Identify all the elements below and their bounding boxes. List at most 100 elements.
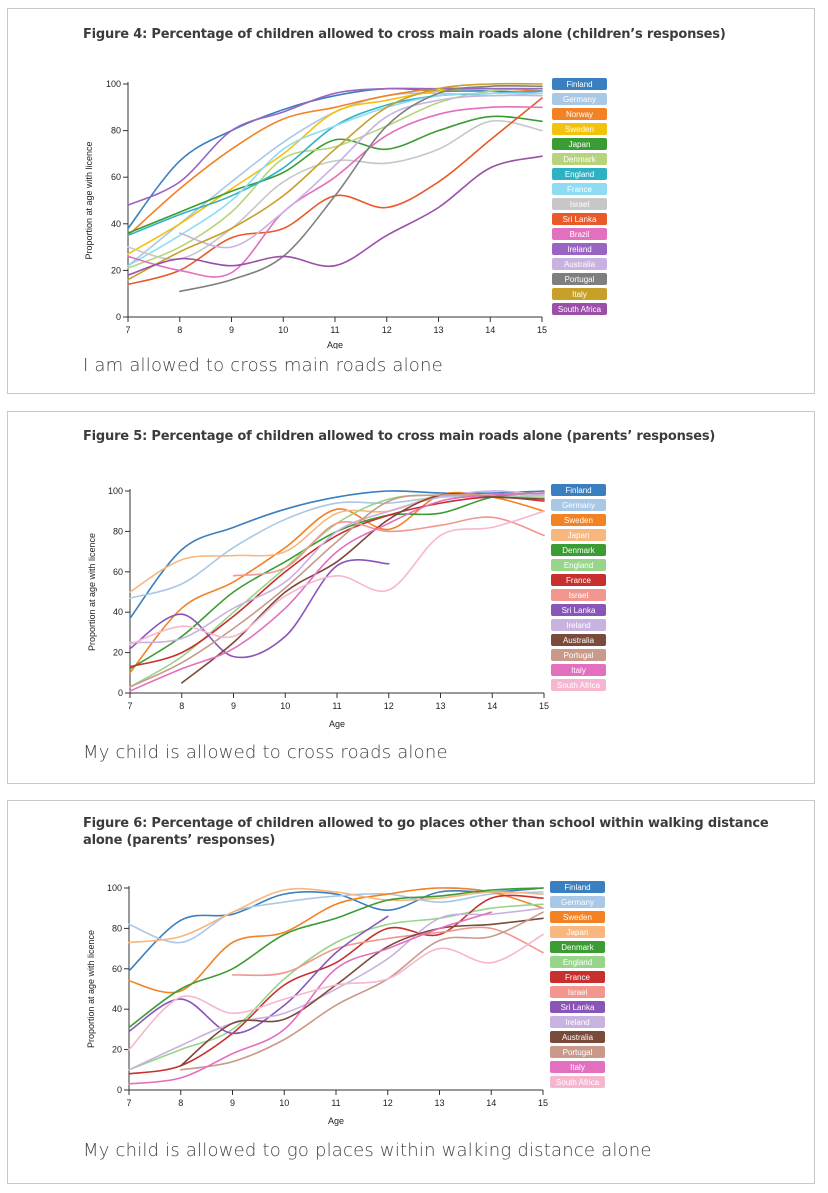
legend-item: England (552, 168, 607, 180)
legend-item: Italy (552, 288, 607, 300)
legend-item: Israel (551, 589, 606, 601)
legend-swatch (550, 1001, 605, 1013)
figure-title: Figure 4: Percentage of children allowed… (83, 27, 726, 42)
series-line-japan (128, 887, 544, 944)
series-line-south-africa (127, 155, 543, 276)
legend-swatch (550, 986, 605, 998)
y-tick-label: 100 (107, 883, 122, 893)
legend-swatch (551, 649, 606, 661)
legend-swatch (550, 1076, 605, 1088)
x-tick-label: 15 (539, 701, 549, 711)
legend-label: England (563, 958, 592, 967)
x-tick-label: 14 (485, 325, 495, 335)
legend-label: Sweden (564, 516, 593, 525)
y-tick-label: 80 (111, 126, 121, 136)
x-tick-label: 11 (330, 325, 339, 335)
series-line-south-africa (128, 933, 544, 1051)
x-tick-label: 8 (177, 325, 182, 335)
legend-label: South Africa (558, 305, 602, 314)
figure-4-chart: 0 20 40 60 80 100 7 8 9 10 11 12 13 14 15 Age Proportion… (84, 78, 607, 349)
legend-label: Sri Lanka (562, 606, 596, 615)
legend-item: South Africa (551, 679, 606, 691)
series-line-israel (127, 119, 543, 261)
y-axis-label: Proportion at age with licence (87, 533, 97, 651)
figure-6-panel: Figure 6: Percentage of children allowed… (7, 800, 815, 1184)
legend-label: Denmark (561, 943, 594, 952)
x-tick-label: 7 (125, 325, 130, 335)
legend-label: Israel (569, 591, 589, 600)
x-tick-label: 8 (178, 1098, 183, 1108)
legend-label: Sri Lanka (561, 1003, 595, 1012)
legend-item: Japan (552, 138, 607, 150)
series-line-australia (181, 492, 545, 684)
legend-swatch (552, 78, 607, 90)
legend-label: Italy (572, 290, 587, 299)
y-tick-label: 20 (111, 265, 121, 275)
legend-swatch (552, 258, 607, 270)
series-line-italy (128, 911, 493, 1085)
series-line-italy (127, 82, 543, 281)
x-tick-label: 9 (230, 1098, 235, 1108)
legend-item: South Africa (552, 303, 607, 315)
legend-item: Brazil (552, 228, 607, 240)
legend-swatch (552, 303, 607, 315)
series-line-denmark (129, 492, 545, 670)
x-tick-label: 11 (331, 1098, 340, 1108)
legend-swatch (551, 619, 606, 631)
legend-label: Israel (570, 200, 590, 209)
legend-item: Japan (550, 926, 605, 938)
figure-caption: My child is allowed to cross roads alone (83, 742, 448, 763)
x-tick-label: 12 (383, 1098, 393, 1108)
legend-item: Finland (550, 881, 605, 893)
series-line-australia (179, 94, 543, 249)
legend-swatch (551, 664, 606, 676)
legend-swatch (550, 926, 605, 938)
legend-swatch (550, 1016, 605, 1028)
x-tick-label: 12 (382, 325, 392, 335)
series-line-sweden (129, 491, 545, 674)
legend-item: France (552, 183, 607, 195)
x-tick-label: 10 (280, 701, 290, 711)
legend-label: South Africa (557, 681, 601, 690)
legend-label: Denmark (562, 546, 595, 555)
legend-swatch (551, 604, 606, 616)
legend-swatch (552, 228, 607, 240)
legend-item: Germany (552, 93, 607, 105)
x-tick-label: 13 (433, 325, 443, 335)
x-tick-label: 12 (384, 701, 394, 711)
legend-item: Sweden (552, 123, 607, 135)
legend-label: Australia (564, 260, 596, 269)
x-tick-label: 14 (486, 1098, 496, 1108)
legend-item: Australia (552, 258, 607, 270)
legend-swatch (550, 941, 605, 953)
legend-swatch (551, 574, 606, 586)
legend-item: Israel (552, 198, 607, 210)
series-line-germany (128, 891, 544, 944)
figure-caption: I am allowed to cross main roads alone (83, 355, 443, 376)
legend-label: Sweden (565, 125, 594, 134)
y-tick-label: 80 (113, 526, 123, 536)
series-line-france (128, 894, 544, 1075)
legend-label: Italy (570, 1063, 585, 1072)
series-line-france (127, 92, 543, 267)
legend-label: Portugal (563, 1048, 593, 1057)
y-tick-label: 40 (112, 1004, 122, 1014)
x-tick-label: 14 (487, 701, 497, 711)
y-tick-label: 60 (112, 964, 122, 974)
y-tick-label: 0 (116, 312, 121, 322)
y-tick-label: 20 (113, 648, 123, 658)
series-line-norway (127, 87, 543, 237)
x-tick-label: 11 (332, 701, 341, 711)
legend-label: Ireland (567, 245, 591, 254)
x-tick-label: 15 (538, 1098, 548, 1108)
legend-swatch (552, 93, 607, 105)
legend-swatch (551, 634, 606, 646)
legend-label: Germany (563, 95, 596, 104)
legend-swatch (551, 544, 606, 556)
figure-6-chart: 0 20 40 60 80 100 7 8 9 10 11 12 13 14 15 Age Proportion… (86, 881, 605, 1126)
series-line-brazil (127, 105, 543, 278)
legend-item: Sri Lanka (551, 604, 606, 616)
x-axis-label: Age (329, 719, 345, 729)
legend-item: England (551, 559, 606, 571)
legend-label: Brazil (569, 230, 589, 239)
